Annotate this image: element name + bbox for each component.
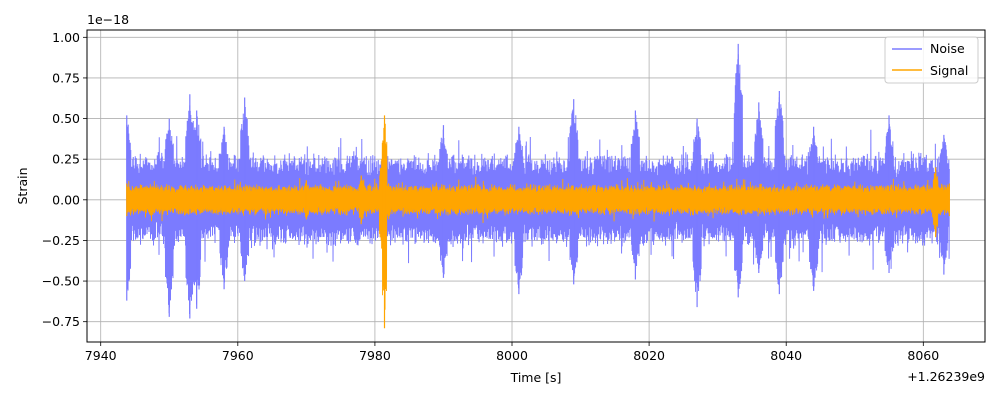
- series-layer: [126, 43, 950, 329]
- y-tick-label: 0.00: [52, 192, 80, 207]
- y-tick-label: 0.75: [52, 70, 80, 85]
- y-tick-label: −0.75: [42, 314, 80, 329]
- legend-label-signal: Signal: [930, 63, 968, 78]
- series-line-signal: [126, 123, 950, 312]
- x-tick-label: 8060: [907, 348, 939, 363]
- x-offset-label: +1.26239e9: [907, 369, 985, 384]
- x-axis-label: Time [s]: [510, 370, 562, 385]
- y-axis: −0.75 −0.50 −0.25 0.00 0.25 0.50 0.75 1.00: [42, 30, 87, 329]
- y-tick-label: 0.50: [52, 111, 80, 126]
- x-tick-label: 8040: [770, 348, 802, 363]
- y-axis-label: Strain: [15, 167, 30, 204]
- y-tick-label: 0.25: [52, 152, 80, 167]
- y-tick-label: −0.25: [42, 233, 80, 248]
- x-tick-label: 8020: [633, 348, 665, 363]
- legend-label-noise: Noise: [930, 41, 965, 56]
- y-tick-label: 1.00: [52, 30, 80, 45]
- x-tick-label: 8000: [496, 348, 528, 363]
- x-tick-label: 7940: [85, 348, 117, 363]
- x-tick-label: 7960: [222, 348, 254, 363]
- legend: Noise Signal: [884, 36, 979, 84]
- x-tick-label: 7980: [359, 348, 391, 363]
- y-scale-label: 1e−18: [87, 12, 129, 27]
- plot-frame: [86, 29, 986, 343]
- x-axis: 7940 7960 7980 8000 8020 8040 8060: [85, 342, 939, 363]
- y-tick-label: −0.50: [42, 274, 80, 289]
